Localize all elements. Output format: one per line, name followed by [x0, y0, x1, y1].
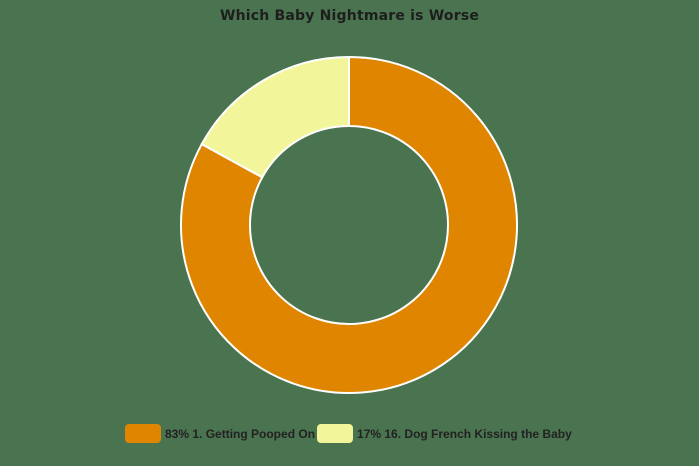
donut-slices: [180, 55, 518, 394]
legend-item-getting-pooped-on[interactable]: 83% 1. Getting Pooped On: [125, 424, 315, 443]
chart-title: Which Baby Nightmare is Worse: [219, 8, 480, 24]
legend-swatch: [125, 424, 161, 443]
legend-label: 83% 1. Getting Pooped On: [165, 426, 316, 441]
legend: 83% 1. Getting Pooped On 17% 16. Dog Fre…: [125, 424, 572, 443]
legend-swatch: [317, 424, 354, 443]
legend-label: 17% 16. Dog French Kissing the Baby: [357, 426, 572, 441]
donut-slice-2[interactable]: [200, 55, 350, 179]
donut-slice-1[interactable]: [180, 55, 518, 394]
legend-item-dog-french-kissing[interactable]: 17% 16. Dog French Kissing the Baby: [317, 424, 572, 443]
